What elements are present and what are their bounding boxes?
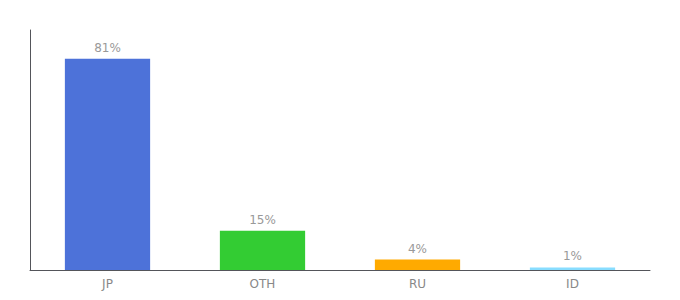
svg-text:ID: ID <box>566 277 579 291</box>
svg-text:15%: 15% <box>249 213 276 227</box>
svg-text:JP: JP <box>101 277 113 291</box>
svg-text:OTH: OTH <box>250 277 276 291</box>
svg-text:RU: RU <box>409 277 426 291</box>
svg-text:81%: 81% <box>94 41 121 55</box>
svg-text:4%: 4% <box>408 242 427 256</box>
svg-text:1%: 1% <box>563 249 582 263</box>
